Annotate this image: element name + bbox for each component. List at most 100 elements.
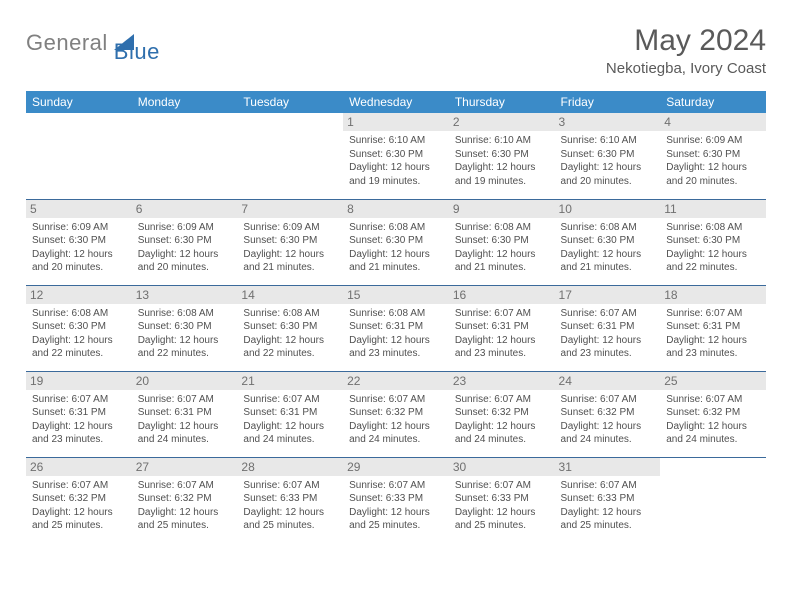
daylight-text: Daylight: 12 hours and 25 minutes. bbox=[561, 506, 655, 533]
day-number: 19 bbox=[26, 372, 132, 390]
day-details: Sunrise: 6:07 AMSunset: 6:31 PMDaylight:… bbox=[455, 307, 549, 361]
day-cell: 3 Sunrise: 6:10 AMSunset: 6:30 PMDaylight… bbox=[555, 113, 661, 199]
day-cell: 29Sunrise: 6:07 AMSunset: 6:33 PMDayligh… bbox=[343, 457, 449, 543]
day-number: 17 bbox=[555, 286, 661, 304]
day-details: Sunrise: 6:10 AMSunset: 6:30 PMDaylight:… bbox=[561, 134, 655, 188]
day-details: Sunrise: 6:07 AMSunset: 6:32 PMDaylight:… bbox=[666, 393, 760, 447]
day-cell: 11Sunrise: 6:08 AMSunset: 6:30 PMDayligh… bbox=[660, 199, 766, 285]
day-number: 5 bbox=[26, 200, 132, 218]
sunset-text: Sunset: 6:33 PM bbox=[243, 492, 337, 506]
daylight-text: Daylight: 12 hours and 20 minutes. bbox=[138, 248, 232, 275]
sunrise-text: Sunrise: 6:08 AM bbox=[138, 307, 232, 321]
day-number: 26 bbox=[26, 458, 132, 476]
day-number: 7 bbox=[237, 200, 343, 218]
sunrise-text: Sunrise: 6:07 AM bbox=[349, 479, 443, 493]
day-cell: 12 Sunrise: 6:08 AMSunset: 6:30 PMDayligh… bbox=[26, 285, 132, 371]
week-row: 19Sunrise: 6:07 AMSunset: 6:31 PMDayligh… bbox=[26, 371, 766, 457]
week-row: 12Sunrise: 6:08 AMSunset: 6:30 PMDayligh… bbox=[26, 285, 766, 371]
day-details: Sunrise: 6:07 AMSunset: 6:31 PMDaylight:… bbox=[138, 393, 232, 447]
sunrise-text: Sunrise: 6:07 AM bbox=[138, 479, 232, 493]
weekday-header: Sunday bbox=[26, 91, 132, 113]
weekday-header-row: SundayMondayTuesdayWednesdayThursdayFrid… bbox=[26, 91, 766, 113]
day-number: 22 bbox=[343, 372, 449, 390]
weekday-header: Friday bbox=[555, 91, 661, 113]
daylight-text: Daylight: 12 hours and 23 minutes. bbox=[455, 334, 549, 361]
sunrise-text: Sunrise: 6:08 AM bbox=[349, 221, 443, 235]
day-cell: 24 Sunrise: 6:07 AMSunset: 6:32 PMDayligh… bbox=[555, 371, 661, 457]
day-number: 4 bbox=[660, 113, 766, 131]
sunset-text: Sunset: 6:30 PM bbox=[455, 234, 549, 248]
day-number: 23 bbox=[449, 372, 555, 390]
daylight-text: Daylight: 12 hours and 23 minutes. bbox=[32, 420, 126, 447]
day-details: Sunrise: 6:08 AMSunset: 6:30 PMDaylight:… bbox=[32, 307, 126, 361]
daylight-text: Daylight: 12 hours and 20 minutes. bbox=[561, 161, 655, 188]
daylight-text: Daylight: 12 hours and 24 minutes. bbox=[666, 420, 760, 447]
weekday-header: Monday bbox=[132, 91, 238, 113]
day-details: Sunrise: 6:07 AMSunset: 6:31 PMDaylight:… bbox=[243, 393, 337, 447]
header-bar: General Blue May 2024 Nekotiegba, Ivory … bbox=[26, 24, 766, 77]
weekday-header: Tuesday bbox=[237, 91, 343, 113]
day-details: Sunrise: 6:10 AMSunset: 6:30 PMDaylight:… bbox=[349, 134, 443, 188]
day-cell: 6Sunrise: 6:09 AMSunset: 6:30 PMDaylight… bbox=[132, 199, 238, 285]
day-details: Sunrise: 6:08 AMSunset: 6:30 PMDaylight:… bbox=[561, 221, 655, 275]
day-cell: 25Sunrise: 6:07 AMSunset: 6:32 PMDayligh… bbox=[660, 371, 766, 457]
day-number: 1 bbox=[343, 113, 449, 131]
day-cell bbox=[132, 113, 238, 199]
sunrise-text: Sunrise: 6:07 AM bbox=[455, 307, 549, 321]
sunrise-text: Sunrise: 6:07 AM bbox=[561, 479, 655, 493]
day-details: Sunrise: 6:08 AMSunset: 6:30 PMDaylight:… bbox=[243, 307, 337, 361]
day-number: 20 bbox=[132, 372, 238, 390]
sunset-text: Sunset: 6:31 PM bbox=[32, 406, 126, 420]
sunrise-text: Sunrise: 6:07 AM bbox=[455, 393, 549, 407]
sunrise-text: Sunrise: 6:07 AM bbox=[32, 393, 126, 407]
sunrise-text: Sunrise: 6:07 AM bbox=[243, 479, 337, 493]
day-number: 24 bbox=[555, 372, 661, 390]
day-cell bbox=[237, 113, 343, 199]
day-details: Sunrise: 6:07 AMSunset: 6:33 PMDaylight:… bbox=[243, 479, 337, 533]
sunset-text: Sunset: 6:31 PM bbox=[243, 406, 337, 420]
sunset-text: Sunset: 6:31 PM bbox=[455, 320, 549, 334]
daylight-text: Daylight: 12 hours and 23 minutes. bbox=[349, 334, 443, 361]
day-number: 3 bbox=[555, 113, 661, 131]
day-details: Sunrise: 6:07 AMSunset: 6:33 PMDaylight:… bbox=[561, 479, 655, 533]
sunset-text: Sunset: 6:30 PM bbox=[666, 234, 760, 248]
sunrise-text: Sunrise: 6:08 AM bbox=[349, 307, 443, 321]
day-number: 12 bbox=[26, 286, 132, 304]
daylight-text: Daylight: 12 hours and 22 minutes. bbox=[138, 334, 232, 361]
sunset-text: Sunset: 6:33 PM bbox=[561, 492, 655, 506]
day-details: Sunrise: 6:07 AMSunset: 6:32 PMDaylight:… bbox=[561, 393, 655, 447]
sunrise-text: Sunrise: 6:07 AM bbox=[666, 307, 760, 321]
sunset-text: Sunset: 6:30 PM bbox=[138, 320, 232, 334]
day-cell: 5Sunrise: 6:09 AMSunset: 6:30 PMDaylight… bbox=[26, 199, 132, 285]
day-cell: 7Sunrise: 6:09 AMSunset: 6:30 PMDaylight… bbox=[237, 199, 343, 285]
title-block: May 2024 Nekotiegba, Ivory Coast bbox=[606, 24, 766, 77]
weekday-header: Thursday bbox=[449, 91, 555, 113]
brand-logo: General Blue bbox=[26, 24, 160, 62]
sunrise-text: Sunrise: 6:10 AM bbox=[349, 134, 443, 148]
day-number: 11 bbox=[660, 200, 766, 218]
day-cell: 20 Sunrise: 6:07 AMSunset: 6:31 PMDayligh… bbox=[132, 371, 238, 457]
day-cell: 26Sunrise: 6:07 AMSunset: 6:32 PMDayligh… bbox=[26, 457, 132, 543]
day-details: Sunrise: 6:07 AMSunset: 6:32 PMDaylight:… bbox=[455, 393, 549, 447]
day-cell: 28Sunrise: 6:07 AMSunset: 6:33 PMDayligh… bbox=[237, 457, 343, 543]
sunset-text: Sunset: 6:32 PM bbox=[349, 406, 443, 420]
sunrise-text: Sunrise: 6:07 AM bbox=[138, 393, 232, 407]
sunrise-text: Sunrise: 6:09 AM bbox=[666, 134, 760, 148]
daylight-text: Daylight: 12 hours and 25 minutes. bbox=[455, 506, 549, 533]
day-cell: 23 Sunrise: 6:07 AMSunset: 6:32 PMDayligh… bbox=[449, 371, 555, 457]
daylight-text: Daylight: 12 hours and 19 minutes. bbox=[455, 161, 549, 188]
sunset-text: Sunset: 6:30 PM bbox=[32, 234, 126, 248]
sunrise-text: Sunrise: 6:08 AM bbox=[32, 307, 126, 321]
brand-part2: Blue bbox=[114, 42, 160, 62]
day-details: Sunrise: 6:10 AMSunset: 6:30 PMDaylight:… bbox=[455, 134, 549, 188]
sunrise-text: Sunrise: 6:10 AM bbox=[561, 134, 655, 148]
daylight-text: Daylight: 12 hours and 25 minutes. bbox=[32, 506, 126, 533]
sunset-text: Sunset: 6:33 PM bbox=[349, 492, 443, 506]
day-number: 6 bbox=[132, 200, 238, 218]
day-cell bbox=[26, 113, 132, 199]
daylight-text: Daylight: 12 hours and 24 minutes. bbox=[349, 420, 443, 447]
day-cell: 8Sunrise: 6:08 AMSunset: 6:30 PMDaylight… bbox=[343, 199, 449, 285]
sunrise-text: Sunrise: 6:08 AM bbox=[243, 307, 337, 321]
sunset-text: Sunset: 6:32 PM bbox=[32, 492, 126, 506]
day-cell: 19 Sunrise: 6:07 AMSunset: 6:31 PMDayligh… bbox=[26, 371, 132, 457]
